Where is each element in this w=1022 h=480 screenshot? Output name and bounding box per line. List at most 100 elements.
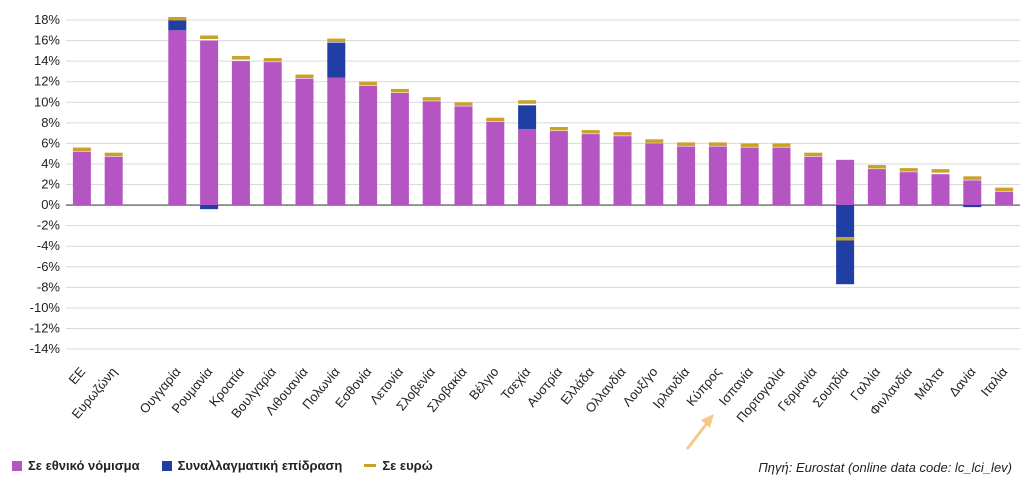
chart: 18% 16% 14% 12% 10% 8% 6% 4% 2% 0% -2% -4% -6% -8% -10… — [30, 12, 1020, 450]
legend-swatch-national-currency — [12, 460, 22, 471]
bar-national-currency — [359, 85, 378, 206]
y-tick-label: 0% — [41, 197, 60, 212]
bar-exchange-effect — [200, 205, 219, 210]
bar-national-currency — [995, 191, 1014, 206]
x-tick-label: Μάλτα — [911, 364, 947, 403]
bar-exchange-effect — [168, 18, 187, 31]
bar-national-currency — [72, 151, 91, 206]
marker-in-euro — [200, 35, 219, 39]
bar-national-currency — [740, 147, 759, 206]
y-tick-label: 2% — [41, 177, 60, 192]
bar-national-currency — [454, 106, 473, 206]
x-tick-label: Βέλγιο — [466, 364, 502, 402]
marker-in-euro — [454, 102, 473, 106]
legend-swatch-exchange-effect — [161, 460, 172, 471]
legend-label-national-currency: Σε εθνικό νόμισμα — [28, 458, 140, 473]
y-tick-label: 8% — [41, 115, 60, 130]
bar-national-currency — [104, 156, 123, 206]
y-tick-label: -14% — [30, 341, 61, 356]
bar-national-currency — [549, 131, 568, 206]
bar-national-currency — [581, 134, 600, 206]
y-tick-label: -12% — [30, 320, 61, 335]
y-tick-label: -6% — [37, 259, 61, 274]
y-tick-label: 4% — [41, 156, 60, 171]
marker-in-euro — [359, 81, 378, 86]
marker-in-euro — [581, 130, 600, 134]
marker-in-euro — [549, 126, 568, 131]
bar-national-currency — [422, 101, 441, 206]
bar-national-currency — [677, 146, 696, 206]
marker-in-euro — [772, 143, 791, 147]
marker-in-euro — [486, 117, 505, 122]
y-tick-label: 10% — [34, 94, 60, 109]
marker-in-euro — [645, 139, 664, 143]
marker-in-euro — [708, 142, 727, 146]
bar-exchange-effect — [963, 205, 982, 208]
source-note: Πηγή: Eurostat (online data code: lc_lci… — [758, 460, 1012, 475]
x-tick-label: ΕΕ — [66, 364, 89, 387]
bar-national-currency — [200, 40, 219, 206]
marker-in-euro — [168, 16, 187, 21]
annotation-arrow-head — [700, 414, 714, 428]
y-tick-label: 6% — [41, 135, 60, 150]
y-tick-label: 18% — [34, 12, 60, 27]
legend-item-national-currency: Σε εθνικό νόμισμα — [12, 458, 140, 473]
marker-in-euro — [390, 88, 409, 93]
marker-in-euro — [104, 152, 123, 157]
marker-in-euro — [613, 132, 632, 136]
legend-item-in-euro: Σε ευρώ — [364, 458, 433, 473]
annotation-arrow-shaft — [686, 420, 710, 450]
legend-swatch-in-euro — [364, 464, 377, 467]
marker-in-euro — [995, 187, 1014, 192]
bar-national-currency — [772, 147, 791, 206]
marker-in-euro — [836, 236, 855, 241]
y-tick-label: -10% — [30, 300, 61, 315]
marker-in-euro — [295, 74, 314, 79]
marker-in-euro — [72, 147, 91, 152]
marker-in-euro — [518, 100, 537, 104]
bar-exchange-effect — [327, 42, 346, 78]
marker-in-euro — [740, 143, 759, 147]
bar-national-currency — [518, 128, 537, 206]
bar-national-currency — [486, 121, 505, 206]
bar-national-currency — [231, 61, 250, 206]
marker-in-euro — [677, 142, 696, 146]
bar-national-currency — [645, 143, 664, 206]
bar-exchange-effect — [836, 205, 855, 285]
bar-national-currency — [804, 156, 823, 206]
marker-in-euro — [231, 56, 250, 60]
y-tick-label: -2% — [37, 218, 61, 233]
marker-in-euro — [804, 152, 823, 157]
x-tick-label: Ιταλία — [978, 364, 1011, 399]
bar-national-currency — [295, 78, 314, 206]
bar-national-currency — [263, 62, 282, 206]
bar-national-currency — [836, 159, 855, 206]
y-tick-label: 16% — [34, 33, 60, 48]
bar-national-currency — [613, 136, 632, 206]
marker-in-euro — [327, 38, 346, 43]
y-tick-label: 12% — [34, 74, 60, 89]
y-tick-label: 14% — [34, 53, 60, 68]
x-tick-label: Κύπρος — [683, 364, 724, 409]
bar-national-currency — [931, 174, 950, 206]
bar-national-currency — [327, 77, 346, 206]
bar-national-currency — [390, 92, 409, 206]
x-tick-label: Αυστρία — [524, 364, 566, 410]
marker-in-euro — [867, 165, 886, 169]
bar-national-currency — [708, 146, 727, 206]
legend-label-exchange-effect: Συναλλαγματική επίδραση — [177, 458, 343, 473]
marker-in-euro — [263, 58, 282, 62]
y-tick-label: -8% — [37, 279, 61, 294]
bar-exchange-effect — [518, 105, 537, 129]
y-tick-label: -4% — [37, 238, 61, 253]
marker-in-euro — [931, 169, 950, 173]
bar-national-currency — [867, 169, 886, 206]
x-tick-label: Δανία — [946, 364, 979, 399]
bar-national-currency — [963, 180, 982, 206]
bar-national-currency — [168, 30, 187, 206]
marker-in-euro — [899, 168, 918, 172]
bar-national-currency — [899, 172, 918, 206]
legend-item-exchange-effect: Συναλλαγματική επίδραση — [161, 458, 343, 473]
legend-label-in-euro: Σε ευρώ — [382, 458, 433, 473]
marker-in-euro — [963, 176, 982, 180]
